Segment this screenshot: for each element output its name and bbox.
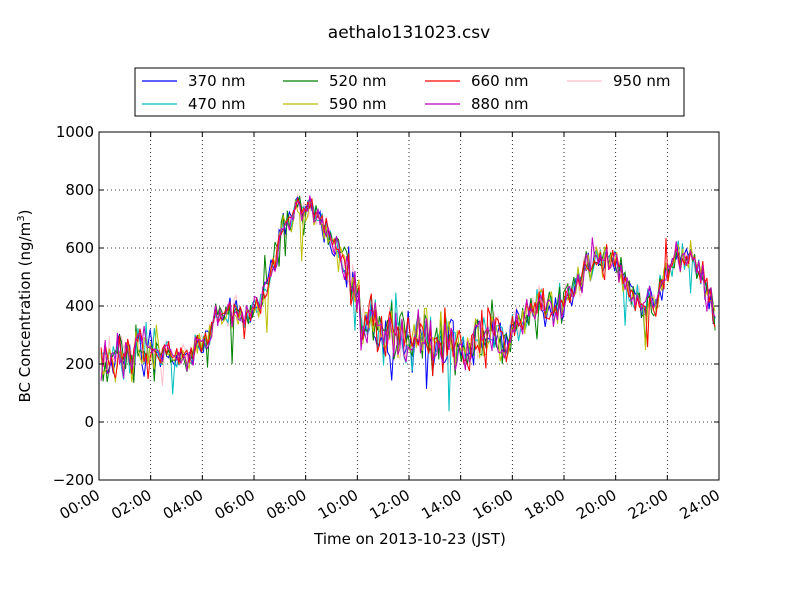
- y-axis: −200 0 200 400 600 800 1000: [53, 123, 719, 489]
- grid-lines: [99, 132, 719, 480]
- chart-title: aethalo131023.csv: [328, 23, 490, 43]
- legend: 370 nm 470 nm 520 nm 590 nm 660 nm 880 nm 950 …: [134, 67, 685, 117]
- y-tick-label: 0: [84, 413, 94, 431]
- legend-label: 370 nm: [188, 72, 246, 90]
- series-lines: [100, 193, 716, 412]
- legend-label: 470 nm: [188, 95, 246, 113]
- legend-label: 590 nm: [329, 95, 387, 113]
- legend-label: 660 nm: [471, 72, 529, 90]
- legend-label: 950 nm: [613, 72, 671, 90]
- y-axis-label-main: BC Concentration (ng/m: [16, 222, 34, 403]
- x-axis-label: Time on 2013-10-23 (JST): [313, 530, 506, 548]
- y-tick-label: 600: [65, 239, 94, 257]
- series-line-880-nm: [100, 195, 716, 381]
- legend-frame: [134, 67, 685, 117]
- y-axis-label-tail: ): [16, 210, 34, 216]
- y-tick-label: 1000: [56, 123, 94, 141]
- legend-label: 520 nm: [329, 72, 387, 90]
- y-axis-label-superscript: 3: [16, 215, 27, 221]
- y-tick-label: −200: [53, 471, 94, 489]
- y-tick-label: 400: [65, 297, 94, 315]
- y-tick-label: 200: [65, 355, 94, 373]
- y-axis-label: BC Concentration (ng/m3): [16, 210, 34, 403]
- y-tick-label: 800: [65, 181, 94, 199]
- legend-label: 880 nm: [471, 95, 529, 113]
